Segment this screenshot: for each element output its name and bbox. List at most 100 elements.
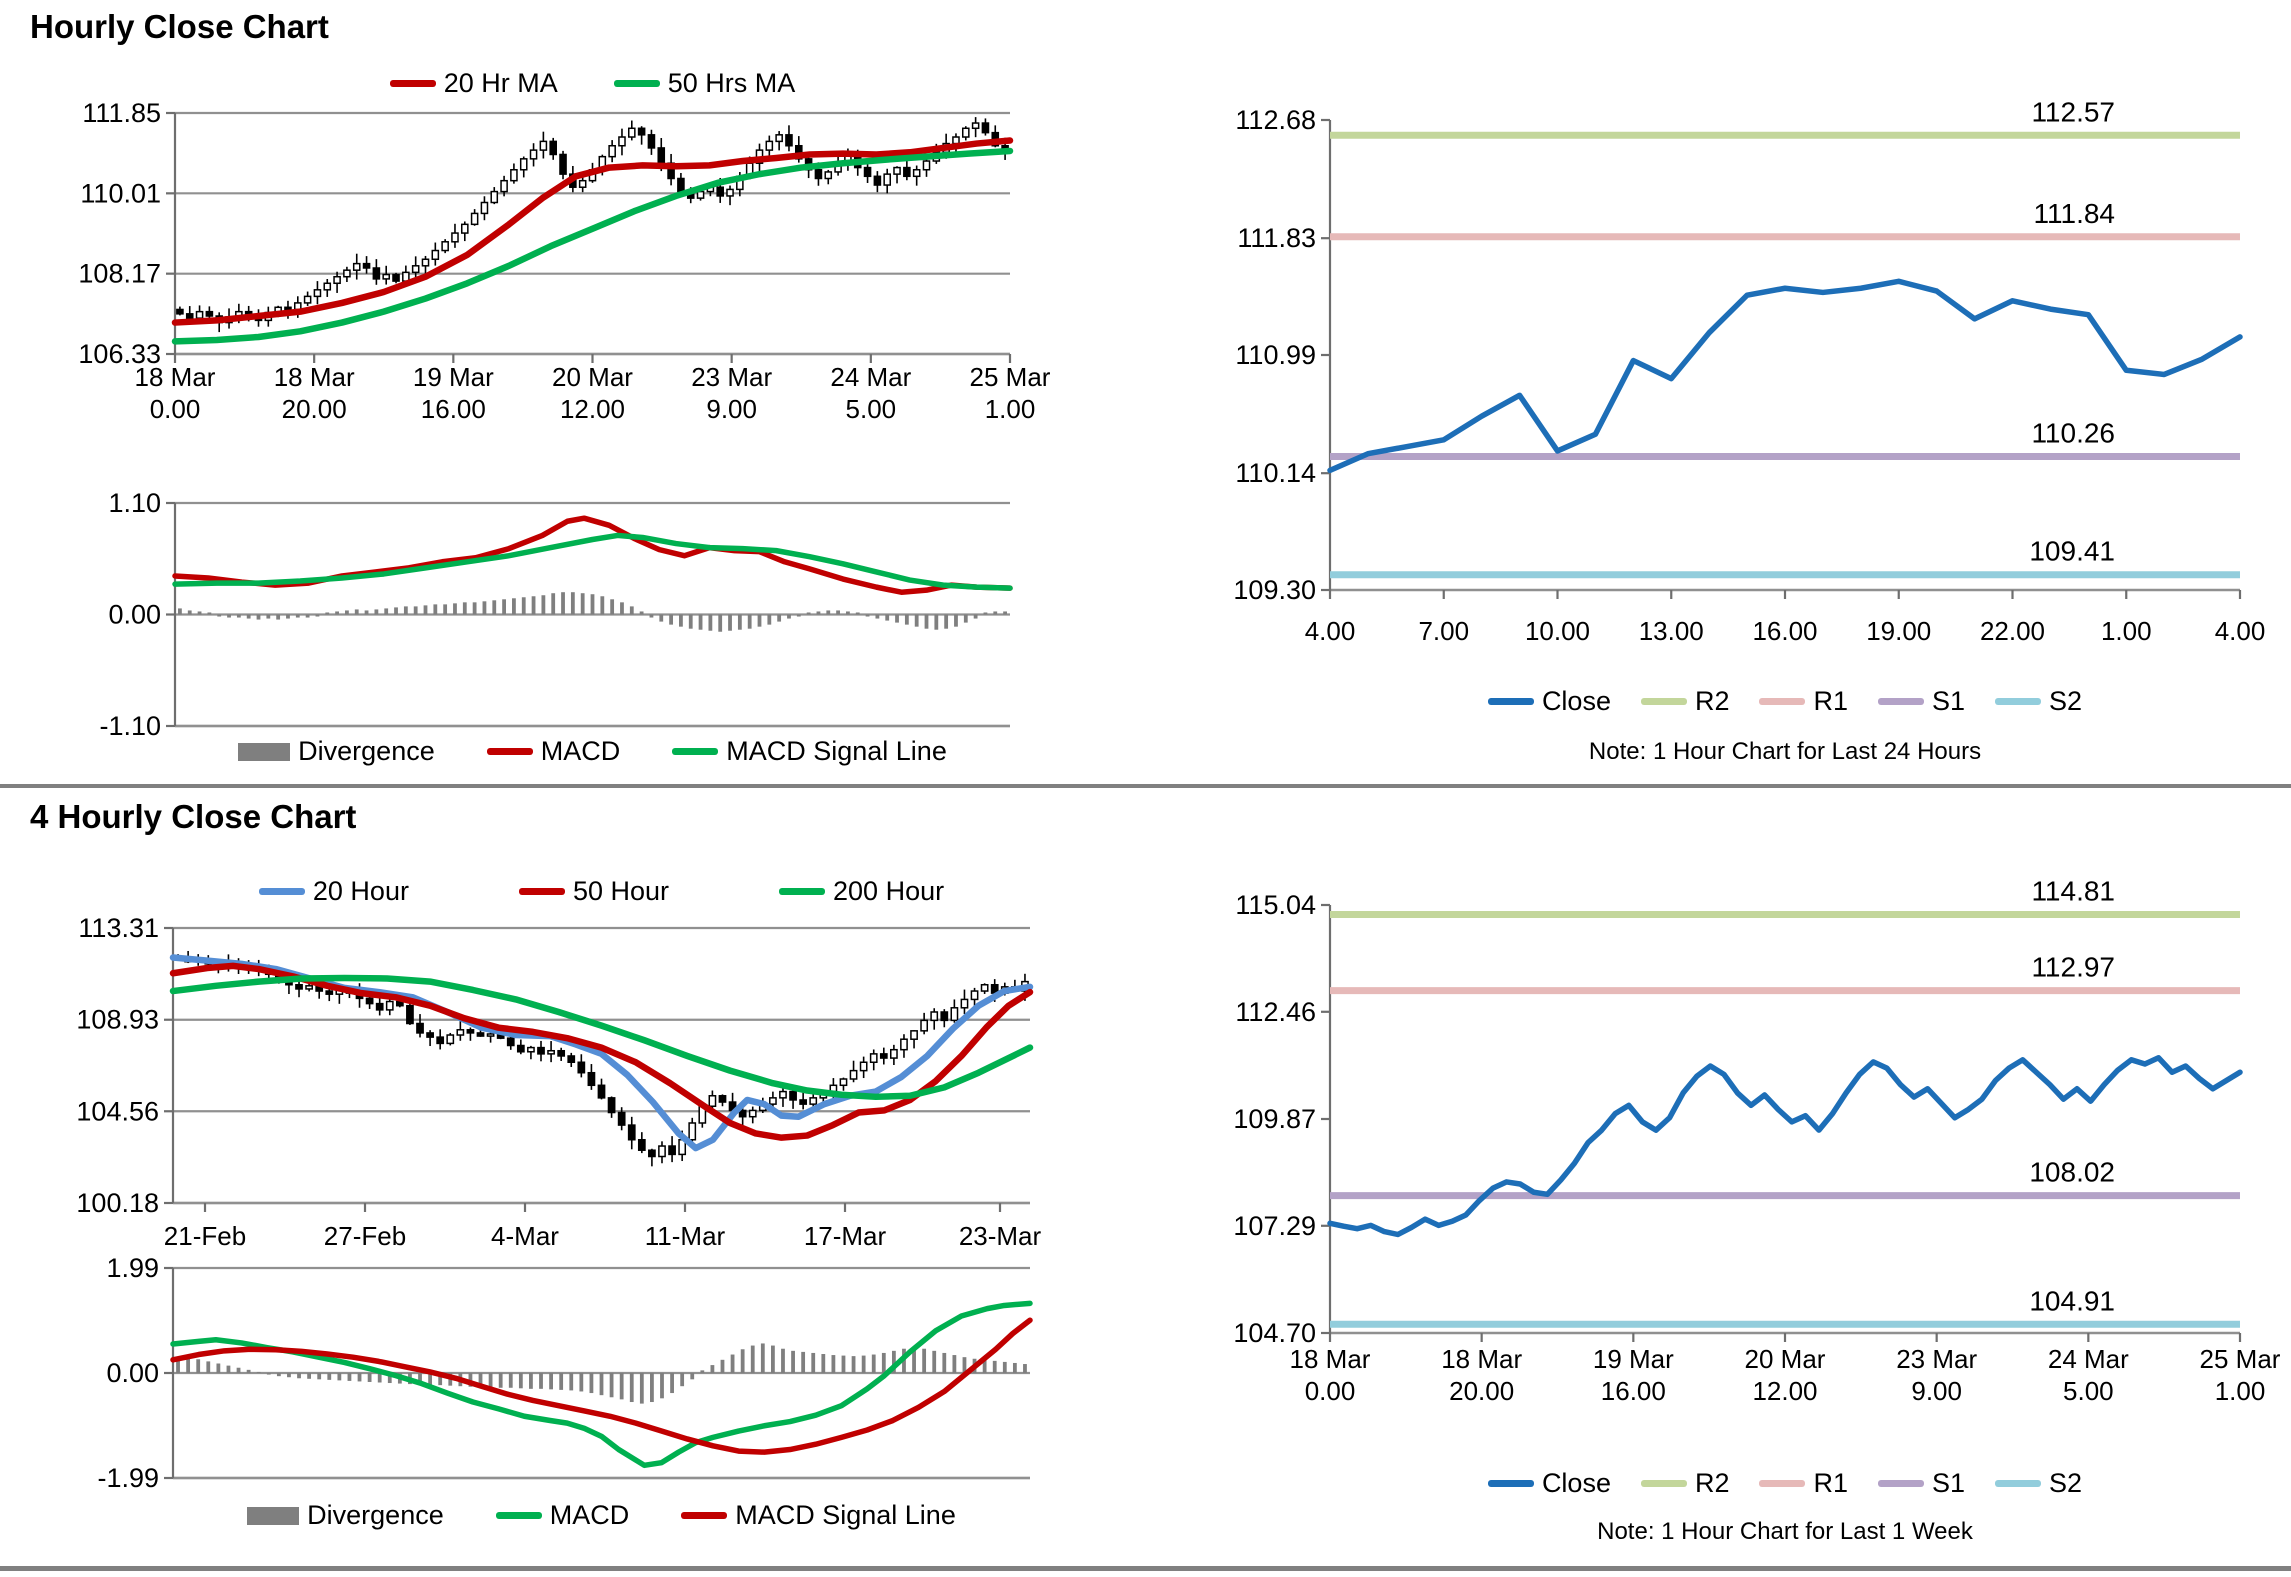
- legend-swatch: [1995, 1480, 2042, 1487]
- divergence-bar: [472, 602, 477, 615]
- candle-body: [441, 241, 449, 252]
- legend-item-close: Close: [1487, 1468, 1611, 1499]
- divergence-bar: [650, 1373, 654, 1403]
- candle-body: [789, 1090, 797, 1101]
- divergence-bar: [297, 1373, 301, 1379]
- divergence-bar: [952, 1355, 957, 1373]
- candle-body: [567, 1055, 576, 1064]
- divergence-bar: [207, 612, 212, 615]
- candle-body: [930, 1011, 939, 1022]
- legend-item-50-hrs-ma: 50 Hrs MA: [613, 68, 796, 99]
- legend-item-macd: MACD: [486, 736, 620, 767]
- candle-body: [431, 249, 440, 261]
- legend-label: R1: [1813, 1468, 1848, 1498]
- candle-body: [903, 166, 911, 178]
- divergence-bar: [855, 612, 860, 615]
- candles: [176, 117, 1009, 333]
- candle-body: [769, 1097, 777, 1105]
- divergence-bar: [315, 614, 320, 617]
- divergence-bar: [942, 1352, 947, 1373]
- divergence-bar: [963, 614, 968, 623]
- candle-body: [486, 1033, 495, 1037]
- candle-body: [480, 201, 489, 215]
- divergence-bar: [266, 1373, 271, 1375]
- divergence-bar: [679, 614, 683, 627]
- candle-body: [392, 273, 400, 282]
- divergence-bar: [418, 1373, 422, 1385]
- candle-body: [325, 990, 334, 995]
- candle-body: [738, 1109, 747, 1118]
- legend-item-s2: S2: [1995, 686, 2082, 717]
- y-tick-label: 115.04: [1235, 890, 1316, 920]
- divergence-bar: [871, 1354, 876, 1373]
- divergence-bar: [347, 1373, 352, 1381]
- divergence-bar: [549, 1373, 553, 1390]
- x-tick-label: 20 Mar: [552, 362, 633, 392]
- x-tick-label: 5.00: [2063, 1376, 2114, 1406]
- candle-body: [451, 232, 459, 243]
- y-tick-label: 110.01: [80, 178, 161, 208]
- candle-body: [195, 310, 204, 319]
- candle-body: [303, 295, 312, 304]
- candle-body: [205, 310, 214, 317]
- divergence-bar: [690, 1373, 695, 1380]
- divergence-bar: [428, 1373, 432, 1385]
- divergence-bar: [771, 1345, 775, 1373]
- divergence-bar: [954, 614, 958, 627]
- x-tick-label: 18 Mar: [1441, 1344, 1522, 1374]
- y-tick-label: 110.99: [1235, 340, 1316, 370]
- x-tick-label: 16.00: [1752, 616, 1817, 646]
- candle-body: [547, 1049, 555, 1055]
- divergence-bar: [760, 1343, 765, 1373]
- legend-item-divergence: Divergence: [238, 736, 435, 767]
- divergence-bar: [730, 1354, 735, 1373]
- divergence-bar: [700, 1370, 705, 1373]
- divergence-bar: [912, 1347, 916, 1373]
- y-tick-label: 111.85: [82, 98, 161, 128]
- pivot-label-s1: 110.26: [2031, 418, 2115, 449]
- pivot-label-r1: 111.84: [2034, 198, 2115, 229]
- x-tick-label: 19 Mar: [413, 362, 494, 392]
- divergence-bar: [728, 614, 732, 631]
- candle-body: [658, 1145, 666, 1158]
- divergence-bars: [178, 592, 1007, 632]
- candle-body: [549, 140, 558, 156]
- divergence-bar: [276, 614, 281, 620]
- candle-body: [343, 269, 351, 278]
- candle-body: [688, 1122, 697, 1141]
- divergence-bar: [629, 1373, 634, 1403]
- candle-body: [519, 158, 528, 171]
- y-tick-label: 111.83: [1237, 223, 1316, 253]
- divergence-bar: [589, 1373, 594, 1394]
- legend-swatch: [247, 1506, 300, 1525]
- candle-body: [500, 179, 508, 193]
- candle-body: [726, 188, 734, 197]
- candle-body: [313, 289, 322, 298]
- x-tick-label: 9.00: [1911, 1376, 1962, 1406]
- x-tick-label: 18 Mar: [135, 362, 216, 392]
- divergence-bar: [821, 1354, 826, 1373]
- legend-item-divergence: Divergence: [247, 1500, 444, 1531]
- hourly-macd-legend: Divergence MACD MACD Signal Line: [175, 736, 1010, 767]
- y-tick-label: 106.33: [78, 339, 161, 369]
- candle-body: [411, 265, 420, 274]
- divergence-bar: [983, 612, 988, 615]
- divergence-bar: [335, 611, 339, 615]
- legend-label: 50 Hrs MA: [667, 68, 796, 98]
- x-tick-label: 19 Mar: [1593, 1344, 1674, 1374]
- legend-swatch: [1995, 698, 2042, 705]
- candle-body: [476, 1032, 485, 1037]
- x-tick-label: 25 Mar: [970, 362, 1051, 392]
- pivot-label-r2: 114.81: [2031, 876, 2115, 907]
- divergence-bar: [206, 1361, 211, 1373]
- divergence-bar: [757, 614, 762, 627]
- y-tick-label: 108.17: [78, 259, 161, 289]
- divergence-bar: [502, 599, 506, 615]
- candle-body: [839, 1078, 848, 1087]
- pivot-week-note: Note: 1 Hour Chart for Last 1 Week: [1597, 1518, 1973, 1545]
- candle-body: [952, 136, 960, 145]
- pivot-24h-plot: 112.68 111.83 110.99 110.14 109.30 4.00 7.00 10…: [1233, 96, 2265, 646]
- divergence-bar: [433, 604, 438, 615]
- candle-body: [765, 140, 774, 151]
